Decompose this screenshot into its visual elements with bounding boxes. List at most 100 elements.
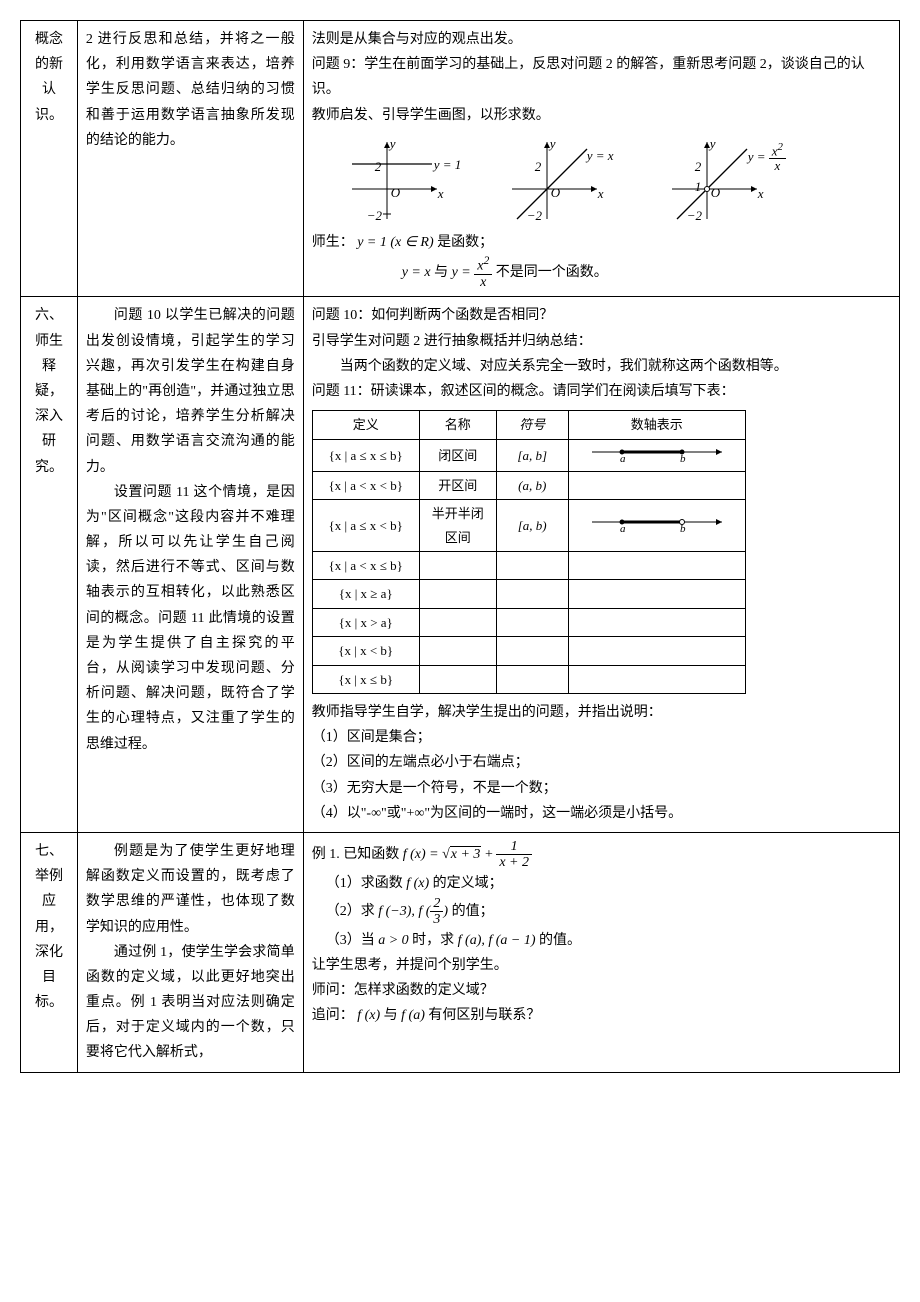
l6b: f (x) <box>357 1008 380 1023</box>
s7-l5: 师问：怎样求函数的定义域？ <box>312 978 891 1003</box>
ex1-fx: f (x) = <box>403 847 442 862</box>
s5-l5c-sup: 2 <box>483 254 489 267</box>
s5-line5: y = x 与 y = x2x 不是同一个函数。 <box>312 255 891 290</box>
r8-def: {x | x ≤ b} <box>312 665 419 693</box>
tick-m2: −2 <box>527 204 542 227</box>
lesson-plan-table: 概念的新认识。 2 进行反思和总结，并将之一般化，利用数学语言来表达，培养学生反… <box>20 20 900 1073</box>
r2-sym: (a, b) <box>496 471 568 499</box>
section-6-activity: 问题 10：如何判断两个函数是否相同？ 引导学生对问题 2 进行抽象概括并归纳总… <box>303 297 899 833</box>
s6-rat-p1: 问题 10 以学生已解决的问题出发创设情境，引起学生的学习兴趣，再次引发学生在构… <box>86 303 295 479</box>
r2-name: 开区间 <box>419 471 496 499</box>
axis-halfopen-icon: a b <box>582 512 732 532</box>
s5-l5a: y = x <box>402 265 431 280</box>
axis-y-label: y <box>710 132 716 155</box>
tick-m2: −2 <box>367 204 382 227</box>
th-name: 名称 <box>419 411 496 439</box>
ex1-rad: x + 3 <box>450 846 482 862</box>
p2-a: （2）求 <box>326 904 379 919</box>
p3-mid: 时，求 <box>409 933 458 948</box>
p2-tail: 的值； <box>448 904 494 919</box>
interval-header-row: 定义 名称 符号 数轴表示 <box>312 411 745 439</box>
eq-yx: y = x <box>587 144 614 167</box>
frac-den: x <box>769 159 786 173</box>
axis-b: b <box>680 453 686 462</box>
interval-row-6: {x | x > a} <box>312 608 745 636</box>
interval-row-7: {x | x < b} <box>312 637 745 665</box>
section-5-rationale: 2 进行反思和总结，并将之一般化，利用数学语言来表达，培养学生反思问题、总结归纳… <box>77 21 303 297</box>
graph-y-equals-1: y x 2 −2 O y = 1 <box>342 134 472 224</box>
s5-l5d: 不是同一个函数。 <box>496 265 608 280</box>
s7-p3: （3）当 a > 0 时，求 f (a), f (a − 1) 的值。 <box>312 928 891 953</box>
r3-axis: a b <box>568 500 745 552</box>
section-6-rationale: 问题 10 以学生已解决的问题出发创设情境，引起学生的学习兴趣，再次引发学生在构… <box>77 297 303 833</box>
s6-post3: （2）区间的左端点必小于右端点； <box>312 750 891 775</box>
r3-sym: [a, b) <box>496 500 568 552</box>
s5-line4: 师生： y = 1 (x ∈ R) 是函数； <box>312 230 891 255</box>
th-axis: 数轴表示 <box>568 411 745 439</box>
p2-num: 2 <box>430 896 443 912</box>
axis-a: a <box>620 453 626 462</box>
s6-post1: 教师指导学生自学，解决学生提出的问题，并指出说明： <box>312 700 891 725</box>
eq-lhs: y = <box>748 149 769 164</box>
r2-def: {x | a < x < b} <box>312 471 419 499</box>
eq-y1: y = 1 <box>434 153 462 176</box>
s5-line1: 法则是从集合与对应的观点出发。 <box>312 27 891 52</box>
r2-axis <box>568 471 745 499</box>
s7-rat-p1: 例题是为了使学生更好地理解函数定义而设置的，既考虑了数学思维的严谨性，也体现了数… <box>86 839 295 940</box>
p3-cond: a > 0 <box>378 933 408 948</box>
r4-def: {x | a < x ≤ b} <box>312 552 419 580</box>
section-7-row: 七、举例应用，深化目标。 例题是为了使学生更好地理解函数定义而设置的，既考虑了数… <box>21 832 900 1072</box>
r1-axis: a b <box>568 439 745 471</box>
tick-m2: −2 <box>687 204 702 227</box>
s5-l4b: y = 1 (x ∈ R) <box>357 235 433 250</box>
axis-y-label: y <box>550 132 556 155</box>
frac-num-sup: 2 <box>778 141 783 153</box>
p2-expr-a: f (−3), f ( <box>378 904 430 919</box>
s6-q10: 问题 10：如何判断两个函数是否相同？ <box>312 303 891 328</box>
interval-table: 定义 名称 符号 数轴表示 {x | a ≤ x ≤ b} 闭区间 [a, b] <box>312 410 746 694</box>
p1-tail: 的定义域； <box>429 876 503 891</box>
origin-label: O <box>551 181 560 204</box>
l6d: f (a) <box>401 1008 425 1023</box>
r1-name: 闭区间 <box>419 439 496 471</box>
s7-ex1: 例 1. 已知函数 f (x) = √x + 3 + 1x + 2 <box>312 839 891 871</box>
l6c: 与 <box>384 1008 402 1023</box>
s5-l5b: 与 <box>434 265 452 280</box>
section-7-activity: 例 1. 已知函数 f (x) = √x + 3 + 1x + 2 （1）求函数… <box>303 832 899 1072</box>
axis-x-label: x <box>438 182 444 205</box>
p3-tail: 的值。 <box>536 933 582 948</box>
interval-row-8: {x | x ≤ b} <box>312 665 745 693</box>
s6-post4: （3）无穷大是一个符号，不是一个数； <box>312 776 891 801</box>
p2-den: 3 <box>430 912 443 927</box>
l6e: 有何区别与联系？ <box>428 1008 540 1023</box>
s6-rat-p2: 设置问题 11 这个情境，是因为"区间概念"这段内容并不难理解，所以可以先让学生… <box>86 480 295 757</box>
section-5-activity: 法则是从集合与对应的观点出发。 问题 9：学生在前面学习的基础上，反思对问题 2… <box>303 21 899 297</box>
r3-name: 半开半闭区间 <box>419 500 496 552</box>
r5-def: {x | x ≥ a} <box>312 580 419 608</box>
section-6-title: 六、师生释疑，深入研究。 <box>21 297 78 833</box>
p3-a: （3）当 <box>326 933 379 948</box>
s6-q11: 问题 11：研读课本，叙述区间的概念。请同学们在阅读后填写下表： <box>312 379 891 404</box>
r1-def: {x | a ≤ x ≤ b} <box>312 439 419 471</box>
interval-row-3: {x | a ≤ x < b} 半开半闭区间 [a, b) a b <box>312 500 745 552</box>
s5-l4c: 是函数； <box>437 235 493 250</box>
ex1-head: 例 1. 已知函数 <box>312 847 403 862</box>
origin-label: O <box>391 181 400 204</box>
s7-p1: （1）求函数 f (x) 的定义域； <box>312 871 891 896</box>
r7-def: {x | x < b} <box>312 637 419 665</box>
s6-post5: （4）以"-∞"或"+∞"为区间的一端时，这一端必须是小括号。 <box>312 801 891 826</box>
axis-b: b <box>680 523 686 532</box>
l6a: 追问： <box>312 1008 354 1023</box>
section-7-rationale: 例题是为了使学生更好地理解函数定义而设置的，既考虑了数学思维的严谨性，也体现了数… <box>77 832 303 1072</box>
tick-1: 1 <box>695 175 702 198</box>
s5-l5c-den: x <box>474 275 492 290</box>
th-sym: 符号 <box>496 411 568 439</box>
p1-fx: f (x) <box>406 876 429 891</box>
axis-closed-icon: a b <box>582 442 732 462</box>
ex1-plus: + <box>481 847 496 862</box>
section-7-title: 七、举例应用，深化目标。 <box>21 832 78 1072</box>
tick-2: 2 <box>375 155 382 178</box>
s5-l4a: 师生： <box>312 235 354 250</box>
section-5-row: 概念的新认识。 2 进行反思和总结，并将之一般化，利用数学语言来表达，培养学生反… <box>21 21 900 297</box>
s5-line3: 教师启发、引导学生画图，以形求数。 <box>312 103 891 128</box>
